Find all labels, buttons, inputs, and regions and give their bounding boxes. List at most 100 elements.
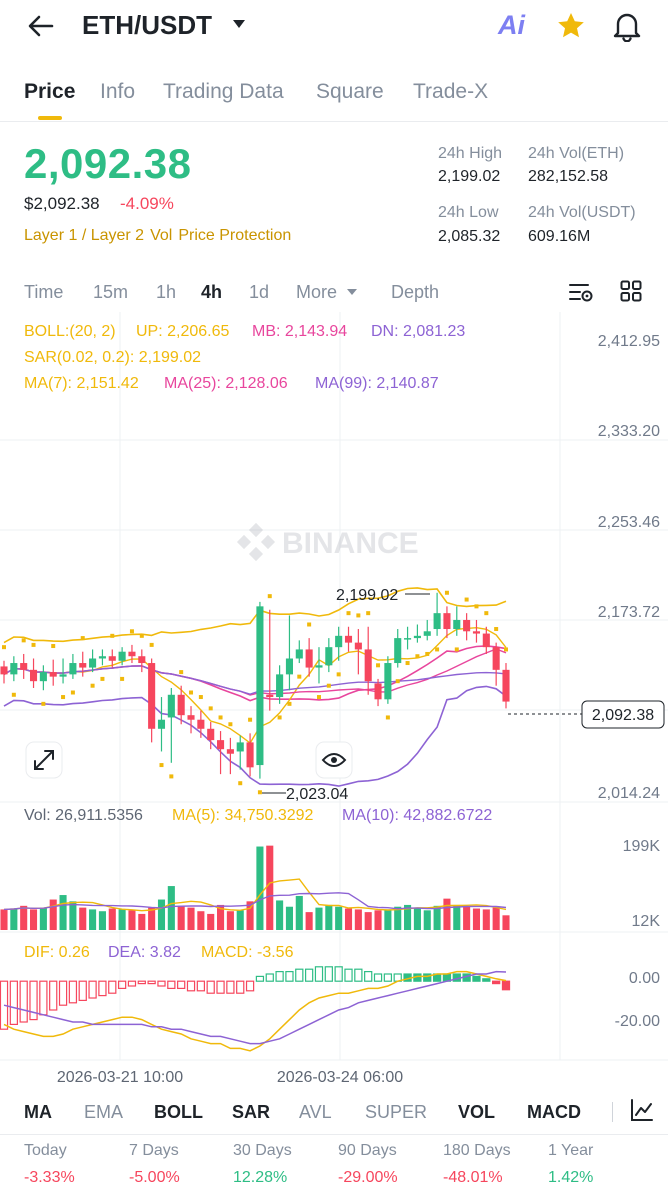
- candle-body: [236, 742, 244, 752]
- candle-body: [453, 619, 461, 630]
- macd-histogram-bar: [472, 975, 481, 982]
- candle-body: [148, 663, 156, 729]
- macd-histogram-bar: [147, 980, 156, 985]
- toggle-visibility-button[interactable]: [315, 741, 353, 779]
- perf-value: -48.01%: [443, 1169, 503, 1186]
- volume-bar: [472, 908, 481, 930]
- pair-dropdown-icon[interactable]: [232, 18, 246, 30]
- volume-bar: [128, 910, 136, 930]
- pair-selector[interactable]: ETH/USDT: [82, 10, 212, 40]
- interval-4h[interactable]: 4h: [201, 282, 223, 302]
- perf-today[interactable]: Today -3.33%: [24, 1142, 132, 1187]
- interval-selector: Time 15m 1h 4h 1d More Depth: [0, 276, 668, 308]
- candle-body: [384, 663, 392, 700]
- volume-bar: [236, 910, 244, 930]
- macd-histogram-bar: [423, 973, 432, 982]
- candle-body: [492, 647, 500, 670]
- candle-body: [295, 649, 303, 659]
- volume-bar: [364, 912, 372, 930]
- ai-assistant-icon[interactable]: Ai: [498, 10, 525, 40]
- sar-dot: [267, 594, 272, 599]
- perf-7d[interactable]: 7 Days -5.00%: [129, 1142, 237, 1187]
- candle-body: [177, 694, 185, 716]
- legend-ma7: MA(7): 2,151.42: [24, 375, 139, 392]
- candle-body: [89, 658, 97, 668]
- perf-30d[interactable]: 30 Days 12.28%: [233, 1142, 341, 1187]
- legend-macd: MACD: -3.56: [201, 944, 294, 961]
- macd-histogram-bar: [275, 970, 284, 982]
- volume-bar: [295, 895, 303, 930]
- macd-histogram-bar: [236, 980, 245, 994]
- candle-body: [335, 635, 343, 648]
- sar-dot: [484, 611, 489, 616]
- legend-dea: DEA: 3.82: [108, 944, 181, 961]
- sar-dot: [120, 676, 125, 681]
- interval-15m[interactable]: 15m: [93, 282, 129, 302]
- favorite-star-icon[interactable]: [556, 11, 586, 41]
- sar-dot: [425, 651, 430, 656]
- tab-price[interactable]: Price: [24, 80, 76, 103]
- current-price-tag[interactable]: [581, 700, 665, 729]
- indicator-super[interactable]: SUPER: [365, 1102, 428, 1122]
- legend-ma99: MA(99): 2,140.87: [315, 375, 439, 392]
- candle-body: [404, 638, 412, 640]
- indicator-macd[interactable]: MACD: [527, 1102, 581, 1122]
- perf-1y[interactable]: 1 Year 1.42%: [548, 1142, 656, 1187]
- volume-bar: [354, 909, 362, 930]
- interval-depth[interactable]: Depth: [391, 282, 440, 302]
- tag-vol[interactable]: Vol: [150, 227, 173, 244]
- tab-square[interactable]: Square: [316, 80, 384, 103]
- macd-histogram-bar: [314, 966, 324, 982]
- chart-settings-icon[interactable]: [568, 280, 594, 304]
- perf-180d[interactable]: 180 Days -48.01%: [443, 1142, 551, 1187]
- volume-bar: [226, 911, 234, 930]
- sar-dot: [464, 597, 469, 602]
- sar-dot: [51, 644, 56, 649]
- layout-grid-icon[interactable]: [620, 280, 642, 302]
- notification-bell-icon[interactable]: [612, 10, 642, 42]
- tab-trade-x[interactable]: Trade-X: [413, 80, 489, 103]
- vol-usdt-label: 24h Vol(USDT): [528, 204, 636, 221]
- candle-body: [207, 728, 215, 741]
- candle-body: [59, 674, 67, 677]
- back-arrow-icon[interactable]: [26, 12, 56, 40]
- macd-histogram-bar: [373, 973, 383, 982]
- sar-dot: [474, 604, 479, 609]
- indicator-settings-chart-icon[interactable]: [630, 1098, 654, 1122]
- macd-histogram-bar: [167, 980, 176, 990]
- volume-bar: [157, 899, 166, 930]
- tag-layer[interactable]: Layer 1 / Layer 2: [24, 227, 145, 244]
- perf-90d[interactable]: 90 Days -29.00%: [338, 1142, 446, 1187]
- more-dropdown-icon[interactable]: [346, 287, 358, 297]
- interval-more[interactable]: More: [296, 282, 338, 302]
- indicator-boll[interactable]: BOLL: [154, 1102, 203, 1122]
- indicator-tabs: MA EMA BOLL SAR AVL SUPER VOL MACD: [0, 1094, 668, 1130]
- interval-time[interactable]: Time: [24, 282, 64, 302]
- tag-price-protection[interactable]: Price Protection: [178, 227, 292, 244]
- indicator-ma[interactable]: MA: [24, 1102, 52, 1122]
- interval-1h[interactable]: 1h: [156, 282, 177, 302]
- tab-trading-data[interactable]: Trading Data: [163, 80, 284, 103]
- macd-histogram-bar: [354, 968, 363, 982]
- candle-body: [374, 683, 382, 700]
- indicator-avl[interactable]: AVL: [299, 1102, 332, 1122]
- sar-dot: [366, 611, 371, 616]
- chart-overlays: [2, 587, 508, 795]
- expand-chart-button[interactable]: [25, 741, 63, 779]
- volume-bar: [453, 904, 461, 930]
- indicator-ema[interactable]: EMA: [84, 1102, 124, 1122]
- volume-bar: [10, 908, 18, 930]
- interval-1d[interactable]: 1d: [249, 282, 270, 302]
- volume-bar: [167, 886, 175, 930]
- indicator-vol[interactable]: VOL: [458, 1102, 496, 1122]
- macd-histogram-bar: [78, 980, 87, 1002]
- vol-usdt-value: 609.16M: [528, 228, 591, 245]
- active-tab-indicator: [38, 116, 62, 120]
- indicator-sar[interactable]: SAR: [232, 1102, 271, 1122]
- volume-bar: [207, 913, 215, 930]
- sar-dot: [435, 647, 440, 652]
- price-chart[interactable]: BINANCE BOLL:(20, 2) UP: 2,206.65 MB: 2,…: [0, 312, 668, 1100]
- tab-info[interactable]: Info: [100, 80, 136, 103]
- macd-histogram-bar: [226, 980, 235, 994]
- volume-bar: [197, 911, 205, 930]
